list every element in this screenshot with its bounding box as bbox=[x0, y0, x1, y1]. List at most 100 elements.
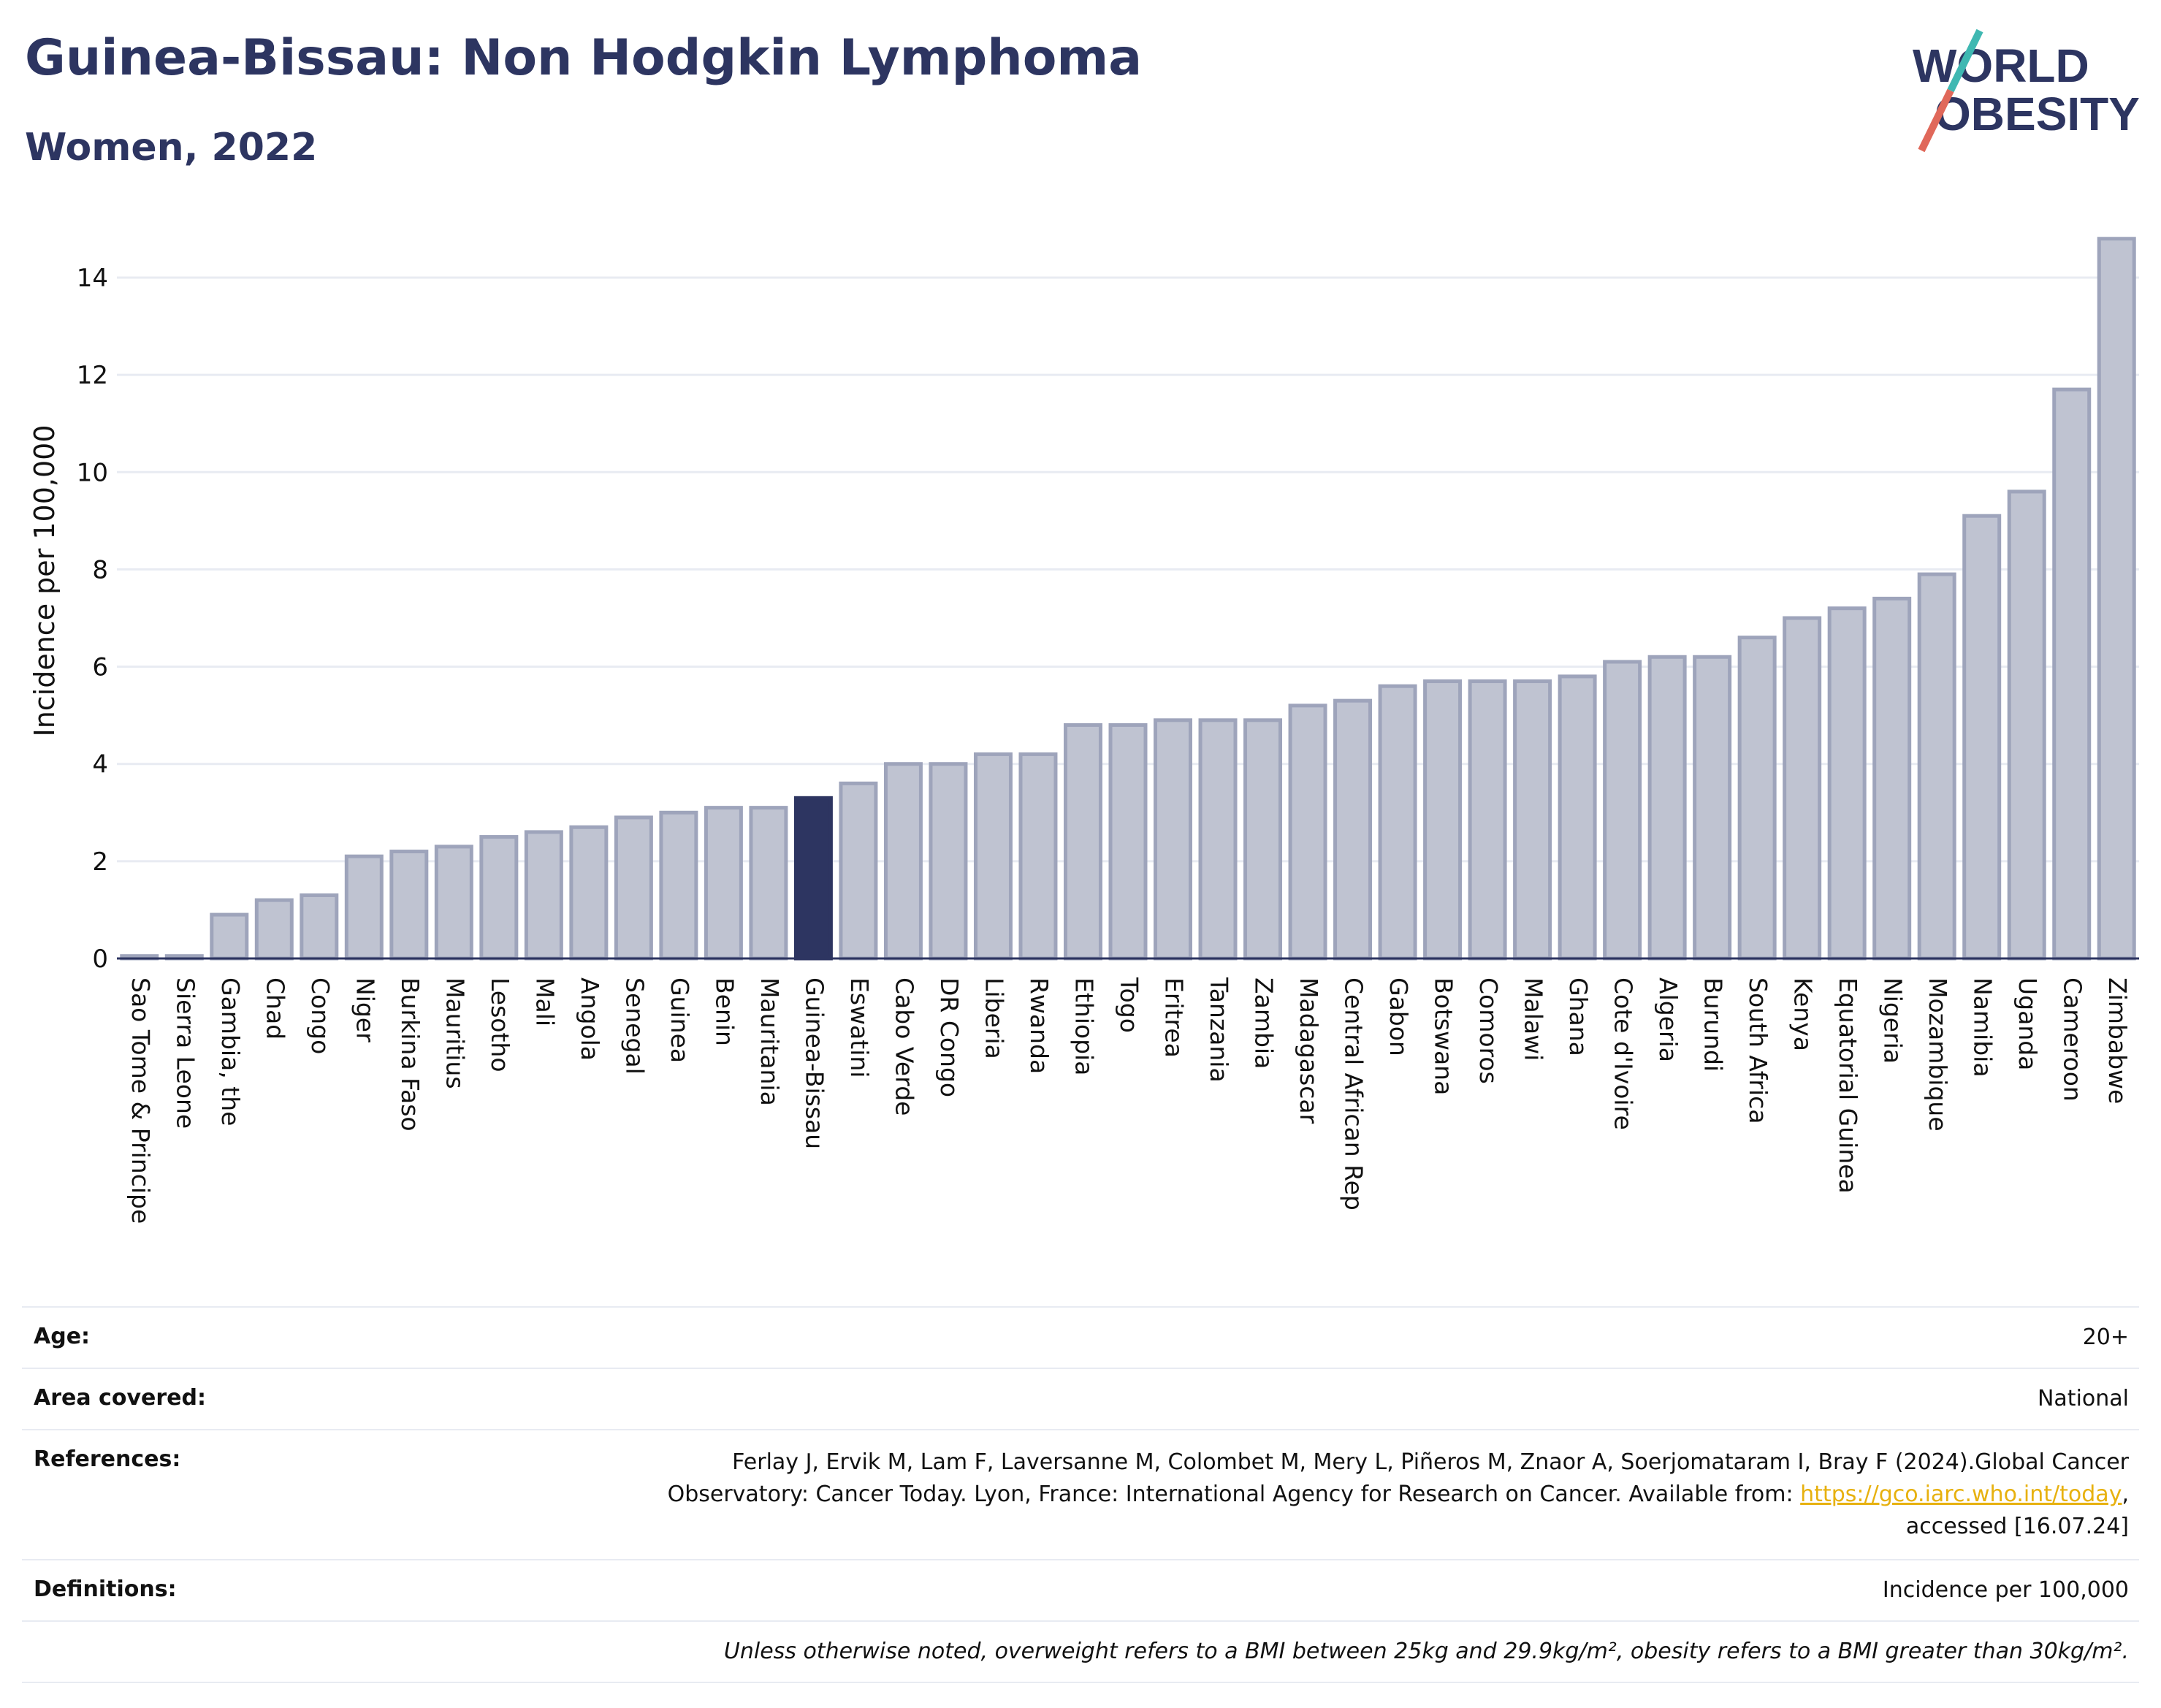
x-tick-label: Cameroon bbox=[2059, 977, 2087, 1102]
bar-rwanda bbox=[1018, 752, 1058, 961]
references-value: Ferlay J, Ervik M, Lam F, Laversanne M, … bbox=[667, 1449, 2129, 1539]
x-tick-label: Angola bbox=[576, 977, 604, 1061]
bar-namibia bbox=[1962, 514, 2002, 961]
x-tick-label: Burundi bbox=[1699, 977, 1728, 1072]
x-tick-label: Cabo Verde bbox=[890, 977, 918, 1116]
bar-algeria bbox=[1647, 655, 1687, 961]
bar-ghana bbox=[1558, 674, 1597, 961]
references-row: References: Ferlay J, Ervik M, Lam F, La… bbox=[22, 1429, 2139, 1559]
bar-uganda bbox=[2007, 489, 2046, 961]
bar-eritrea bbox=[1154, 718, 1193, 961]
bar-nigeria bbox=[1872, 596, 1912, 961]
bar-tanzania bbox=[1198, 718, 1238, 961]
bar-cabo-verde bbox=[883, 762, 923, 961]
bar-chad bbox=[254, 898, 294, 961]
bar-madagascar bbox=[1288, 704, 1327, 961]
definitions-value: Incidence per 100,000 bbox=[1882, 1577, 2129, 1603]
references-label: References: bbox=[34, 1446, 181, 1472]
x-tick-label: Equatorial Guinea bbox=[1834, 977, 1862, 1194]
x-tick-label: Chad bbox=[261, 977, 289, 1040]
references-line-1: Ferlay J, Ervik M, Lam F, Laversanne M, … bbox=[732, 1449, 2129, 1475]
bar-mali bbox=[524, 830, 563, 961]
x-tick-label: Gabon bbox=[1384, 977, 1413, 1056]
x-tick-label: Mauritania bbox=[755, 977, 784, 1106]
y-tick-label: 0 bbox=[92, 945, 108, 974]
x-tick-label: Sierra Leone bbox=[171, 977, 199, 1129]
x-tick-label: Mozambique bbox=[1924, 977, 1952, 1132]
x-tick-label: Rwanda bbox=[1025, 977, 1053, 1074]
x-tick-label: Lesotho bbox=[486, 977, 514, 1072]
x-tick-label: Senegal bbox=[620, 977, 649, 1075]
bar-kenya bbox=[1783, 616, 1822, 961]
y-tick-label: 8 bbox=[92, 555, 108, 584]
bar-equatorial-guinea bbox=[1827, 606, 1867, 961]
x-tick-label: Benin bbox=[710, 977, 739, 1046]
bar-gambia-the bbox=[210, 912, 249, 961]
bar-liberia bbox=[973, 752, 1013, 961]
x-tick-label: Ghana bbox=[1564, 977, 1593, 1056]
bar-south-africa bbox=[1737, 636, 1777, 961]
x-tick-label: Niger bbox=[351, 977, 379, 1042]
page-title: Guinea-Bissau: Non Hodgkin Lymphoma bbox=[25, 29, 1143, 87]
x-tick-label: Uganda bbox=[2013, 977, 2042, 1070]
x-tick-label: Guinea bbox=[666, 977, 694, 1063]
bar-zimbabwe bbox=[2097, 237, 2136, 961]
bar-senegal bbox=[614, 815, 653, 961]
references-line-2: Observatory: Cancer Today. Lyon, France:… bbox=[667, 1482, 1794, 1507]
bar-mauritius bbox=[434, 845, 473, 961]
area-row: Area covered: National bbox=[22, 1368, 2139, 1429]
bar-botswana bbox=[1423, 679, 1463, 961]
y-axis-title: Incidence per 100,000 bbox=[28, 424, 61, 736]
x-tick-label: Burkina Faso bbox=[396, 977, 424, 1132]
area-value: National bbox=[2037, 1386, 2129, 1411]
x-tick-label: Madagascar bbox=[1295, 977, 1323, 1124]
bar-malawi bbox=[1513, 679, 1552, 961]
x-tick-label: Zambia bbox=[1250, 977, 1278, 1069]
obesity-definition-note: Unless otherwise noted, overweight refer… bbox=[723, 1639, 2129, 1664]
x-tick-label: Togo bbox=[1115, 977, 1143, 1033]
x-tick-label: Malawi bbox=[1520, 977, 1548, 1061]
x-tick-label: Guinea-Bissau bbox=[800, 977, 828, 1149]
bar-zambia bbox=[1243, 718, 1283, 961]
x-tick-label: DR Congo bbox=[935, 977, 964, 1097]
area-label: Area covered: bbox=[34, 1385, 206, 1411]
bar-chart: 0 2 4 6 8 10 12 14 Sao Tome & Principe Sierra Le… bbox=[28, 237, 2139, 1224]
x-tick-label: Eritrea bbox=[1160, 977, 1189, 1058]
bar-mauritania bbox=[749, 806, 788, 961]
y-tick-label: 14 bbox=[77, 264, 108, 293]
bar-togo bbox=[1108, 723, 1148, 961]
references-link[interactable]: https://gco.iarc.who.int/today bbox=[1800, 1482, 2122, 1507]
bar-lesotho bbox=[479, 835, 519, 961]
bar-cote-d-ivoire bbox=[1603, 660, 1642, 961]
bar-comoros bbox=[1468, 679, 1507, 961]
x-tick-label: Congo bbox=[306, 977, 335, 1054]
x-tick-label: Nigeria bbox=[1879, 977, 1907, 1064]
x-tick-label: Mali bbox=[530, 977, 559, 1026]
x-tick-label: Comoros bbox=[1474, 977, 1503, 1084]
x-tick-label: Liberia bbox=[980, 977, 1008, 1059]
age-label: Age: bbox=[34, 1324, 91, 1349]
x-tick-label: Namibia bbox=[1969, 977, 1997, 1078]
y-tick-label: 2 bbox=[92, 847, 108, 877]
bar-angola bbox=[569, 825, 609, 961]
y-axis-ticks: 0 2 4 6 8 10 12 14 bbox=[77, 264, 108, 974]
bar-congo bbox=[300, 893, 339, 961]
x-tick-label: Kenya bbox=[1789, 977, 1818, 1051]
bar-cameroon bbox=[2052, 387, 2092, 961]
bar-burkina-faso bbox=[389, 850, 429, 961]
bar-mozambique bbox=[1917, 572, 1956, 961]
x-tick-label: Sao Tome & Principe bbox=[126, 977, 155, 1224]
y-tick-label: 4 bbox=[92, 750, 108, 779]
x-tick-label: Mauritius bbox=[441, 977, 469, 1089]
x-tick-label: Gambia, the bbox=[216, 977, 245, 1126]
bars bbox=[120, 237, 2136, 961]
x-tick-label: Zimbabwe bbox=[2103, 977, 2132, 1104]
definitions-label: Definitions: bbox=[34, 1577, 177, 1602]
x-tick-label: South Africa bbox=[1744, 977, 1772, 1124]
x-tick-label: Central African Rep bbox=[1340, 977, 1368, 1211]
svg-text:WORLD: WORLD bbox=[1913, 39, 2089, 92]
bar-benin bbox=[704, 806, 743, 961]
x-tick-label: Tanzania bbox=[1205, 977, 1233, 1083]
bar-ethiopia bbox=[1063, 723, 1102, 961]
bar-guinea bbox=[659, 810, 698, 961]
